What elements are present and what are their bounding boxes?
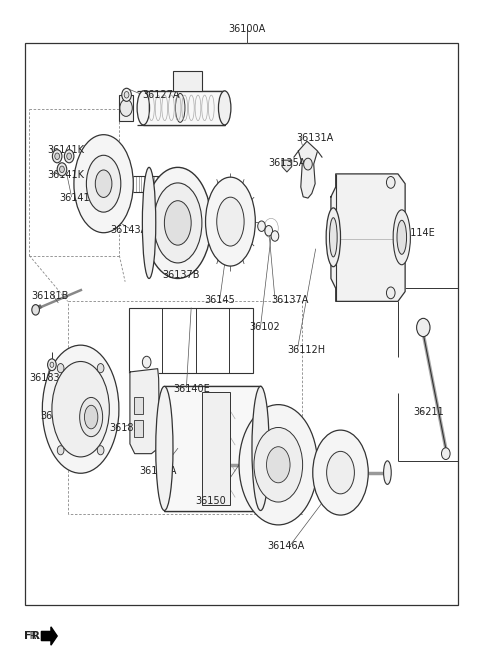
Circle shape xyxy=(122,88,132,102)
Text: 36141K: 36141K xyxy=(48,170,84,179)
Ellipse shape xyxy=(154,183,202,263)
Ellipse shape xyxy=(218,91,231,125)
Polygon shape xyxy=(282,160,292,172)
Ellipse shape xyxy=(252,386,269,510)
Text: 36140E: 36140E xyxy=(173,384,210,394)
Circle shape xyxy=(67,153,72,160)
Text: 36170: 36170 xyxy=(40,411,71,421)
Circle shape xyxy=(97,445,104,455)
Ellipse shape xyxy=(175,94,185,122)
Polygon shape xyxy=(130,369,159,454)
Ellipse shape xyxy=(205,177,255,266)
Text: 36102: 36102 xyxy=(250,322,280,333)
Ellipse shape xyxy=(84,405,98,429)
Circle shape xyxy=(124,92,129,98)
Text: 36112H: 36112H xyxy=(287,345,325,356)
Circle shape xyxy=(57,445,64,455)
Circle shape xyxy=(417,318,430,337)
Text: 36127A: 36127A xyxy=(142,90,180,100)
Text: 36183: 36183 xyxy=(29,373,60,383)
Text: 36137A: 36137A xyxy=(271,295,309,305)
Ellipse shape xyxy=(42,345,119,474)
Ellipse shape xyxy=(266,447,290,483)
Ellipse shape xyxy=(144,168,211,278)
Circle shape xyxy=(258,221,265,231)
Ellipse shape xyxy=(80,398,103,437)
Text: 36135A: 36135A xyxy=(269,159,306,168)
Ellipse shape xyxy=(254,428,302,502)
Bar xyxy=(129,308,253,373)
Ellipse shape xyxy=(397,220,407,254)
Text: 36114E: 36114E xyxy=(398,228,435,238)
Bar xyxy=(24,43,458,605)
Bar xyxy=(164,386,261,510)
Polygon shape xyxy=(41,627,57,645)
Text: 36170A: 36170A xyxy=(140,466,177,476)
Text: 36150: 36150 xyxy=(195,496,226,506)
Circle shape xyxy=(57,364,64,373)
Text: 36182: 36182 xyxy=(109,422,140,432)
Ellipse shape xyxy=(217,197,244,246)
Ellipse shape xyxy=(384,461,391,484)
Text: 36141K: 36141K xyxy=(48,145,84,155)
Circle shape xyxy=(271,231,279,241)
Ellipse shape xyxy=(137,91,150,125)
Circle shape xyxy=(64,150,74,163)
Text: 36100A: 36100A xyxy=(228,24,266,34)
Circle shape xyxy=(57,163,67,176)
Polygon shape xyxy=(331,174,405,301)
Ellipse shape xyxy=(86,155,121,212)
Circle shape xyxy=(265,225,273,236)
Circle shape xyxy=(52,150,62,163)
Text: FR.: FR. xyxy=(24,631,39,641)
Text: 36146A: 36146A xyxy=(267,542,304,552)
Bar xyxy=(144,91,225,125)
Circle shape xyxy=(32,305,39,315)
Text: 36181B: 36181B xyxy=(32,291,69,301)
Bar xyxy=(119,96,133,121)
Circle shape xyxy=(442,448,450,460)
Text: 36143A: 36143A xyxy=(111,225,148,235)
Ellipse shape xyxy=(326,208,340,267)
Ellipse shape xyxy=(393,210,410,265)
Ellipse shape xyxy=(143,168,156,278)
Text: 36137B: 36137B xyxy=(162,271,200,280)
Circle shape xyxy=(55,153,60,160)
Ellipse shape xyxy=(156,386,173,510)
Circle shape xyxy=(97,364,104,373)
Circle shape xyxy=(50,362,54,367)
Ellipse shape xyxy=(74,135,133,233)
Ellipse shape xyxy=(326,451,354,494)
Ellipse shape xyxy=(329,217,337,257)
Ellipse shape xyxy=(164,200,191,245)
Circle shape xyxy=(386,176,395,188)
Circle shape xyxy=(48,359,56,371)
Text: FR.: FR. xyxy=(24,631,44,641)
Bar xyxy=(202,392,230,505)
Bar xyxy=(134,420,144,437)
Bar xyxy=(134,397,144,414)
Polygon shape xyxy=(299,141,318,198)
Circle shape xyxy=(120,100,132,117)
Circle shape xyxy=(60,166,64,173)
Ellipse shape xyxy=(313,430,368,515)
Circle shape xyxy=(304,159,312,170)
Ellipse shape xyxy=(52,362,109,457)
Text: 36145: 36145 xyxy=(204,295,235,305)
Circle shape xyxy=(386,287,395,299)
Text: 36131A: 36131A xyxy=(297,133,334,143)
Ellipse shape xyxy=(239,405,318,525)
Text: 36211: 36211 xyxy=(413,407,444,417)
Ellipse shape xyxy=(96,170,112,197)
Bar xyxy=(173,71,202,91)
Text: 36141K: 36141K xyxy=(59,193,96,203)
Circle shape xyxy=(143,356,151,368)
